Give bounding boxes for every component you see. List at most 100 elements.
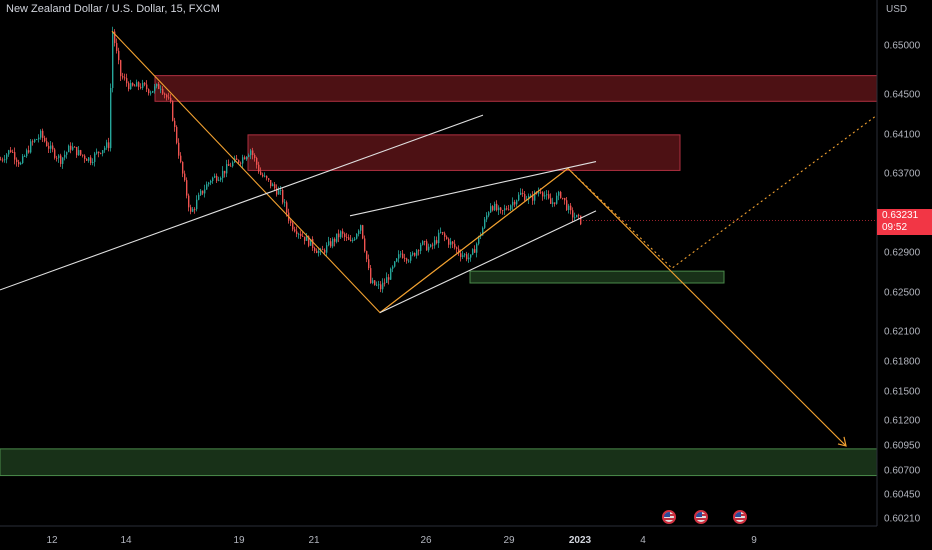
candle [554, 202, 556, 204]
candle [396, 258, 398, 262]
candle [388, 277, 390, 280]
candle [446, 236, 448, 239]
candle [250, 150, 252, 156]
candle [30, 141, 32, 153]
candle [350, 239, 352, 241]
candle [528, 195, 530, 200]
candle [232, 162, 234, 167]
candle [500, 207, 502, 211]
candle [412, 253, 414, 255]
candle [428, 246, 430, 251]
candle [268, 178, 270, 180]
candle [122, 76, 124, 78]
candle [418, 250, 420, 252]
white-trend-line[interactable] [379, 210, 597, 314]
candle [524, 193, 526, 201]
candle [478, 236, 480, 244]
candle [136, 82, 138, 87]
candle [296, 231, 298, 235]
price-tick-label: 0.62100 [884, 326, 921, 338]
candle [32, 141, 34, 143]
candle [162, 88, 164, 94]
candle [402, 253, 404, 258]
candle [470, 254, 472, 258]
resistance-zone[interactable] [154, 75, 878, 102]
white-trend-line[interactable] [0, 114, 484, 291]
candle [578, 214, 580, 216]
candle [44, 137, 46, 142]
candle [120, 60, 122, 77]
us-flag-icon[interactable] [662, 510, 676, 524]
candle [42, 130, 44, 138]
candle [152, 90, 154, 93]
candle [462, 255, 464, 257]
candle [96, 151, 98, 154]
price-tick-label: 0.64100 [884, 129, 921, 141]
price-tick-label: 0.65000 [884, 40, 921, 52]
candle [144, 82, 146, 85]
candle [558, 191, 560, 196]
candle [292, 222, 294, 230]
candle [356, 233, 358, 239]
candle [408, 260, 410, 262]
candle [542, 192, 544, 197]
candle [566, 200, 568, 210]
candle [394, 261, 396, 267]
candle [568, 205, 570, 210]
candle [430, 244, 432, 247]
candle [10, 150, 12, 153]
candle [298, 233, 300, 235]
candle [68, 145, 70, 153]
candle [496, 203, 498, 211]
candle [328, 241, 330, 246]
candle [208, 182, 210, 185]
white-trend-line[interactable] [349, 160, 597, 217]
candle [458, 248, 460, 254]
candle [194, 208, 196, 210]
resistance-zone[interactable] [247, 134, 681, 171]
candle [278, 190, 280, 195]
candle [444, 233, 446, 237]
candle [518, 194, 520, 201]
candle [416, 250, 418, 256]
candle [18, 161, 20, 165]
candle [90, 157, 92, 164]
support-zone[interactable] [0, 448, 878, 477]
candle [86, 158, 88, 161]
candle [110, 87, 112, 149]
us-flag-icon[interactable] [694, 510, 708, 524]
candle [442, 232, 444, 234]
candle [48, 146, 50, 149]
candle [316, 250, 318, 254]
support-zone[interactable] [469, 270, 725, 284]
candle [192, 208, 194, 212]
candle [380, 284, 382, 290]
candle [220, 178, 222, 180]
us-flag-icon[interactable] [733, 510, 747, 524]
candle [134, 85, 136, 87]
candle [556, 195, 558, 204]
candle [398, 254, 400, 259]
candle [116, 43, 118, 51]
candle [264, 175, 266, 177]
currency-label[interactable]: USD [886, 4, 908, 15]
candle [552, 202, 554, 204]
candle [34, 139, 36, 142]
date-tick-label: 4 [640, 535, 646, 546]
candle [294, 229, 296, 232]
candle [516, 200, 518, 205]
candle [196, 199, 198, 210]
candle [40, 130, 42, 138]
arrow-head-icon [837, 436, 847, 447]
candle [540, 191, 542, 193]
orange-trend-line[interactable] [379, 168, 569, 314]
candle [424, 241, 426, 242]
price-tick-label: 0.61200 [884, 415, 921, 427]
candle [400, 253, 402, 255]
candle [54, 149, 56, 158]
candle [360, 225, 362, 231]
candle [342, 231, 344, 234]
candle [146, 84, 148, 90]
